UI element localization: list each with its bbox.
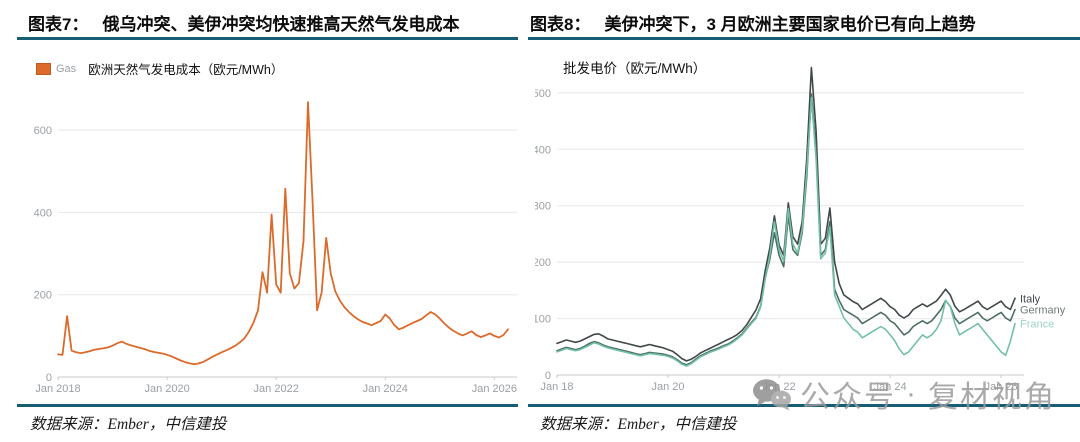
y-tick-label: 0 bbox=[545, 370, 551, 382]
series-line-gas bbox=[57, 101, 509, 366]
series-end-label-germany: Germany bbox=[1020, 305, 1066, 317]
legend-swatch-gas bbox=[36, 62, 51, 75]
title-divider bbox=[528, 37, 1080, 40]
x-tick-label: Jan 18 bbox=[540, 381, 573, 393]
x-tick-label: Jan 2026 bbox=[472, 383, 517, 395]
watermark-separator: · bbox=[906, 377, 918, 410]
wechat-icon bbox=[753, 378, 791, 410]
watermark-prefix: 公众号 bbox=[800, 381, 896, 414]
y-tick-label: 400 bbox=[34, 207, 52, 219]
x-tick-label: Jan 2024 bbox=[363, 383, 408, 395]
title-divider bbox=[17, 37, 518, 40]
figure-title-text: 俄乌冲突、美伊冲突均快速推高天然气发电成本 bbox=[102, 15, 460, 34]
x-tick-label: Jan 2020 bbox=[144, 383, 189, 395]
y-tick-label: 300 bbox=[535, 201, 551, 213]
figure-label: 图表8： bbox=[530, 15, 591, 34]
series-end-label-italy: Italy bbox=[1020, 293, 1041, 305]
data-source-note: 数据来源：Ember，中信建投 bbox=[30, 416, 227, 433]
legend: Gas 欧洲天然气发电成本（欧元/MWh） bbox=[36, 59, 283, 78]
series-line-france bbox=[556, 96, 1016, 367]
x-tick-label: Jan 24 bbox=[874, 381, 907, 393]
watermark: 公众号 · 复材视角 bbox=[752, 372, 1056, 416]
y-tick-label: 600 bbox=[34, 125, 52, 137]
gas-cost-chart: 200 400 600 0 Jan 2018 Jan 2020 Jan 2022 Jan 20… bbox=[20, 48, 522, 405]
footer-divider bbox=[528, 404, 1080, 407]
figure7-title: 图表7： 俄乌冲突、美伊冲突均快速推高天然气发电成本 bbox=[28, 10, 459, 35]
figure-title-text: 美伊冲突下，3 月欧洲主要国家电价已有向上趋势 bbox=[604, 15, 976, 34]
y-tick-label: 200 bbox=[34, 290, 52, 302]
y-tick-label: 400 bbox=[535, 144, 551, 156]
figure8-panel: 图表8： 美伊冲突下，3 月欧洲主要国家电价已有向上趋势 批发电价（欧元/MWh）… bbox=[520, 0, 1080, 442]
figure8-title: 图表8： 美伊冲突下，3 月欧洲主要国家电价已有向上趋势 bbox=[530, 10, 976, 35]
y-tick-label: 500 bbox=[535, 88, 551, 100]
figure7-panel: 图表7： 俄乌冲突、美伊冲突均快速推高天然气发电成本 Gas 欧洲天然气发电成本（… bbox=[17, 10, 522, 433]
series-line-italy bbox=[556, 66, 1016, 362]
y-tick-label: 100 bbox=[535, 314, 551, 326]
legend-series-tag: Gas bbox=[56, 62, 77, 75]
x-tick-label: Jan 20 bbox=[652, 381, 685, 393]
figure-label: 图表7： bbox=[28, 15, 89, 34]
data-source-note: 数据来源：Ember，中信建投 bbox=[540, 416, 737, 433]
chart-axis-title: 批发电价（欧元/MWh） bbox=[563, 61, 707, 76]
watermark-suffix: 复材视角 bbox=[928, 381, 1056, 414]
x-tick-label: Jan 2018 bbox=[35, 383, 80, 395]
footer-divider bbox=[17, 404, 518, 407]
x-tick-label: Jan 2022 bbox=[254, 383, 299, 395]
y-tick-label: 0 bbox=[46, 372, 52, 384]
series-end-label-france: France bbox=[1020, 319, 1054, 331]
x-tick-label: Jan 26 bbox=[985, 381, 1018, 393]
y-tick-label: 200 bbox=[535, 257, 551, 269]
legend-label: 欧洲天然气发电成本（欧元/MWh） bbox=[88, 63, 284, 77]
